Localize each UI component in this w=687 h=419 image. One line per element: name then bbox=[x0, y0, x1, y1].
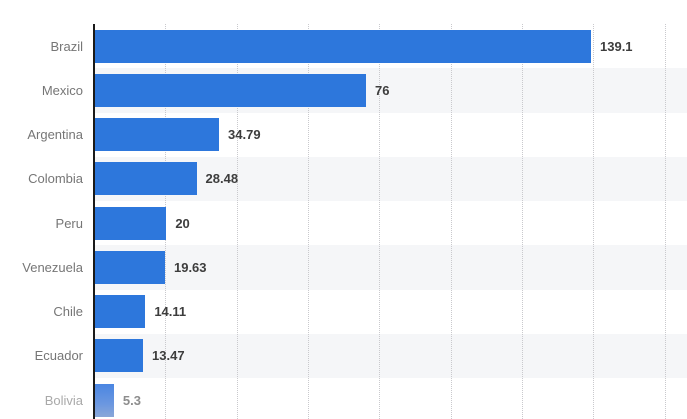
gridline bbox=[236, 24, 238, 419]
value-label: 5.3 bbox=[122, 392, 141, 408]
bar-row: Peru 20 bbox=[0, 201, 687, 245]
category-label: Venezuela bbox=[22, 259, 83, 275]
bar[interactable] bbox=[95, 29, 591, 63]
bar[interactable] bbox=[95, 162, 197, 196]
category-label: Ecuador bbox=[34, 348, 83, 364]
value-label: 28.48 bbox=[205, 171, 239, 187]
bar-row: Venezuela 19.63 bbox=[0, 245, 687, 289]
gridline bbox=[307, 24, 309, 419]
bar-row: Colombia 28.48 bbox=[0, 157, 687, 201]
bar[interactable] bbox=[95, 295, 146, 329]
bar-row: Bolivia 5.3 bbox=[0, 378, 687, 419]
bar[interactable] bbox=[95, 73, 366, 107]
bar-row: Chile 14.11 bbox=[0, 290, 687, 334]
gridline bbox=[450, 24, 452, 419]
category-label: Argentina bbox=[27, 127, 83, 143]
bar-rows: Brazil 139.1 Mexico 76 Argentina 34.79 Colombi… bbox=[0, 24, 687, 419]
value-label: 34.79 bbox=[228, 127, 261, 143]
gridline bbox=[664, 24, 666, 419]
bar-row: Mexico 76 bbox=[0, 68, 687, 112]
gridline bbox=[521, 24, 523, 419]
value-label: 76 bbox=[375, 82, 390, 98]
category-label: Mexico bbox=[41, 82, 83, 98]
value-label: 19.63 bbox=[173, 259, 207, 275]
category-label: Peru bbox=[55, 215, 83, 231]
y-axis-line bbox=[93, 24, 95, 419]
row-stripe bbox=[94, 333, 687, 378]
row-stripe bbox=[94, 245, 687, 290]
bar[interactable] bbox=[95, 206, 167, 240]
gridline bbox=[593, 24, 595, 419]
bar[interactable] bbox=[95, 250, 165, 284]
plot-area bbox=[94, 24, 687, 419]
category-label: Brazil bbox=[50, 38, 83, 54]
category-label: Colombia bbox=[28, 171, 83, 187]
bar[interactable] bbox=[95, 339, 144, 373]
category-label: Bolivia bbox=[44, 392, 83, 408]
bar-row: Brazil 139.1 bbox=[0, 24, 687, 68]
value-label: 139.1 bbox=[600, 38, 633, 54]
value-label: 13.47 bbox=[152, 348, 185, 364]
bar-row: Ecuador 13.47 bbox=[0, 334, 687, 378]
bar-row: Argentina 34.79 bbox=[0, 113, 687, 157]
bar[interactable] bbox=[95, 383, 114, 417]
category-label: Chile bbox=[53, 304, 83, 320]
value-label: 20 bbox=[175, 215, 190, 231]
value-label: 14.11 bbox=[154, 304, 187, 320]
bar[interactable] bbox=[95, 118, 220, 152]
gridline bbox=[379, 24, 381, 419]
